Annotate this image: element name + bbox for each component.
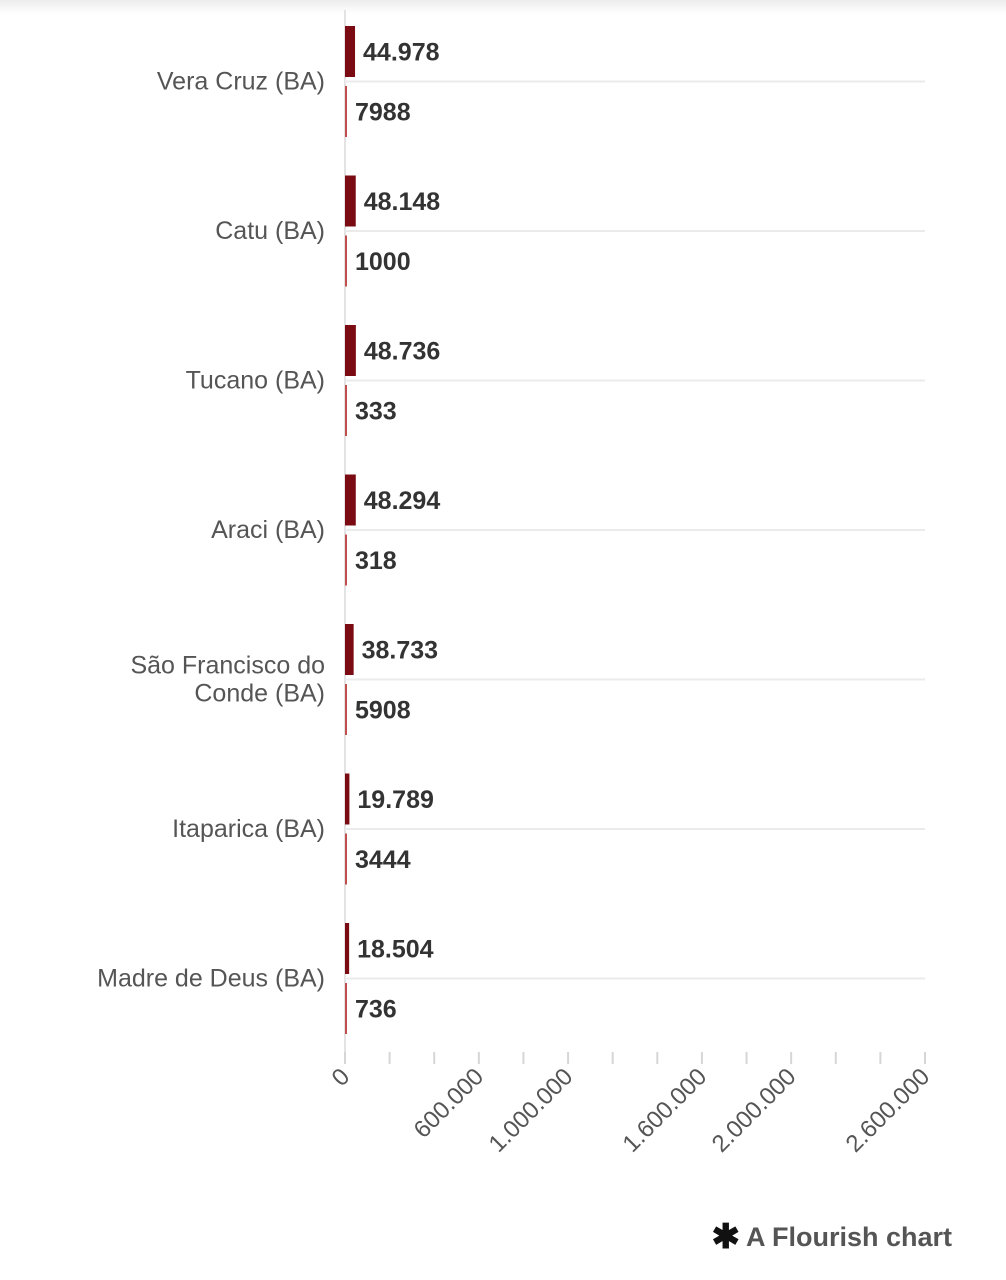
- bar: [345, 26, 356, 77]
- data-label: 48.736: [364, 338, 440, 366]
- bar: [345, 235, 347, 287]
- data-label: 1000: [355, 248, 411, 276]
- data-label: 48.294: [364, 487, 441, 515]
- flourish-credit-text: A Flourish chart: [745, 1221, 952, 1252]
- bar: [345, 534, 347, 586]
- data-label: 318: [355, 547, 397, 575]
- data-label: 19.789: [357, 786, 433, 814]
- flourish-asterisk-icon: ✱: [711, 1218, 740, 1256]
- bar: [345, 175, 356, 227]
- x-tick-label: 2.600.000: [841, 1063, 936, 1158]
- data-label: 5908: [355, 697, 411, 725]
- data-label: 736: [355, 996, 397, 1024]
- bar: [345, 773, 350, 825]
- bar: [345, 684, 347, 735]
- category-label: Madre de Deus (BA): [97, 965, 325, 993]
- bar: [345, 983, 347, 1034]
- bar: [345, 833, 347, 885]
- x-tick-label: 1.600.000: [618, 1063, 713, 1158]
- data-label: 7988: [355, 99, 411, 127]
- x-tick-label: 2.000.000: [707, 1063, 802, 1158]
- bar: [345, 474, 356, 526]
- flourish-credit[interactable]: ✱ A Flourish chart: [711, 1220, 952, 1254]
- category-label: Catu (BA): [215, 217, 325, 245]
- top-shadow: [0, 0, 1006, 14]
- data-label: 333: [355, 398, 397, 426]
- data-label: 38.733: [362, 637, 438, 665]
- bar: [345, 86, 347, 137]
- category-label: Vera Cruz (BA): [157, 68, 325, 96]
- category-label: Itaparica (BA): [172, 815, 325, 843]
- data-label: 48.148: [364, 188, 441, 216]
- data-label: 44.978: [363, 39, 440, 67]
- category-label: Conde (BA): [194, 680, 325, 708]
- data-label: 3444: [355, 846, 411, 874]
- data-label: 18.504: [357, 936, 434, 964]
- bar: [345, 325, 356, 376]
- category-label: Tucano (BA): [186, 367, 325, 395]
- bar: [345, 385, 347, 436]
- category-label: Araci (BA): [211, 516, 325, 544]
- bar: [345, 923, 350, 974]
- x-tick-label: 1.000.000: [484, 1063, 579, 1158]
- bar: [345, 624, 354, 675]
- category-label: São Francisco do: [130, 652, 325, 680]
- x-tick-label: 0: [327, 1063, 356, 1092]
- x-tick-label: 600.000: [409, 1063, 489, 1143]
